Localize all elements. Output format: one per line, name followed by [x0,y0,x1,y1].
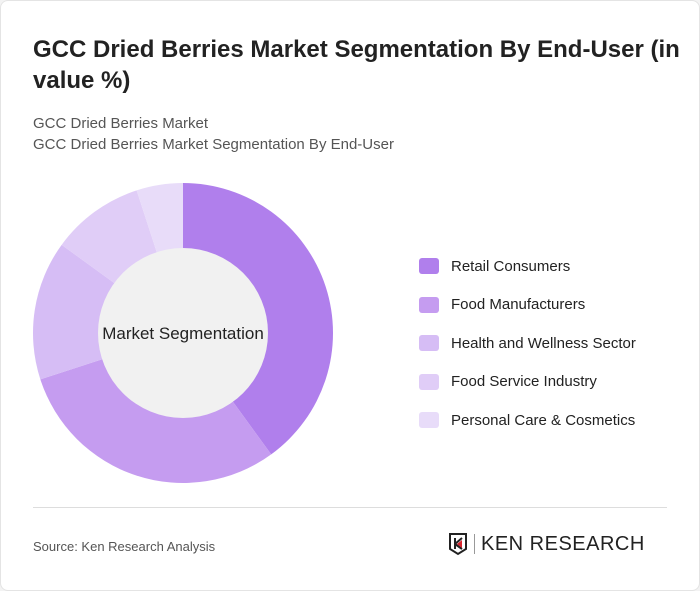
legend-swatch [419,373,439,390]
legend-label: Health and Wellness Sector [451,334,636,352]
legend: Retail Consumers Food Manufacturers Health… [419,247,636,440]
legend-label: Food Manufacturers [451,296,586,314]
donut-hole [98,248,268,418]
legend-item: Personal Care & Cosmetics [419,401,636,440]
legend-swatch [419,412,439,429]
legend-swatch [419,335,439,352]
chart-title: GCC Dried Berries Market Segmentation By… [33,36,680,94]
legend-item: Food Service Industry [419,363,636,402]
subtitle-segmentation: GCC Dried Berries Market Segmentation By… [33,136,394,153]
center-label: Market Segmentation [102,324,264,343]
legend-label: Personal Care & Cosmetics [451,411,636,429]
logo-shield-icon [449,533,467,556]
legend-swatch [419,296,439,313]
source-note: Source: Ken Research Analysis [33,539,216,554]
divider [33,507,667,508]
legend-item: Food Manufacturers [419,286,636,325]
legend-item: Retail Consumers [419,247,636,286]
legend-label: Retail Consumers [451,257,571,275]
legend-swatch [419,258,439,275]
ken-research-logo: KEN RESEARCH [448,532,645,556]
donut-chart: Market Segmentation [33,183,333,484]
logo-text: KEN RESEARCH [474,534,645,554]
legend-item: Health and Wellness Sector [419,324,636,363]
subtitle-market: GCC Dried Berries Market [33,115,209,132]
legend-label: Food Service Industry [451,373,597,391]
